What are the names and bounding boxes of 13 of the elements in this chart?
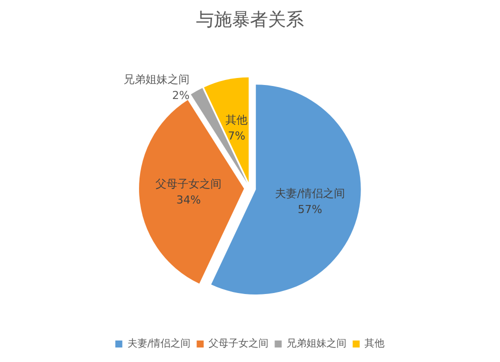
chart-title: 与施暴者关系 <box>196 10 304 30</box>
data-label: 57% <box>298 203 322 216</box>
data-label: 2% <box>172 88 190 102</box>
slice-label: 兄弟姐妹之间 <box>124 72 190 86</box>
legend-label: 其他 <box>364 338 385 350</box>
legend-label: 夫妻/情侣之间 <box>127 338 191 350</box>
slice-label: 其他 <box>226 114 248 127</box>
slice-label: 夫妻/情侣之间 <box>275 187 345 200</box>
legend-label: 父母子女之间 <box>208 338 269 350</box>
slice-label: 父母子女之间 <box>156 178 222 191</box>
legend-label: 兄弟姐妹之间 <box>286 338 347 350</box>
data-label: 7% <box>228 130 246 143</box>
data-label: 34% <box>176 194 201 207</box>
